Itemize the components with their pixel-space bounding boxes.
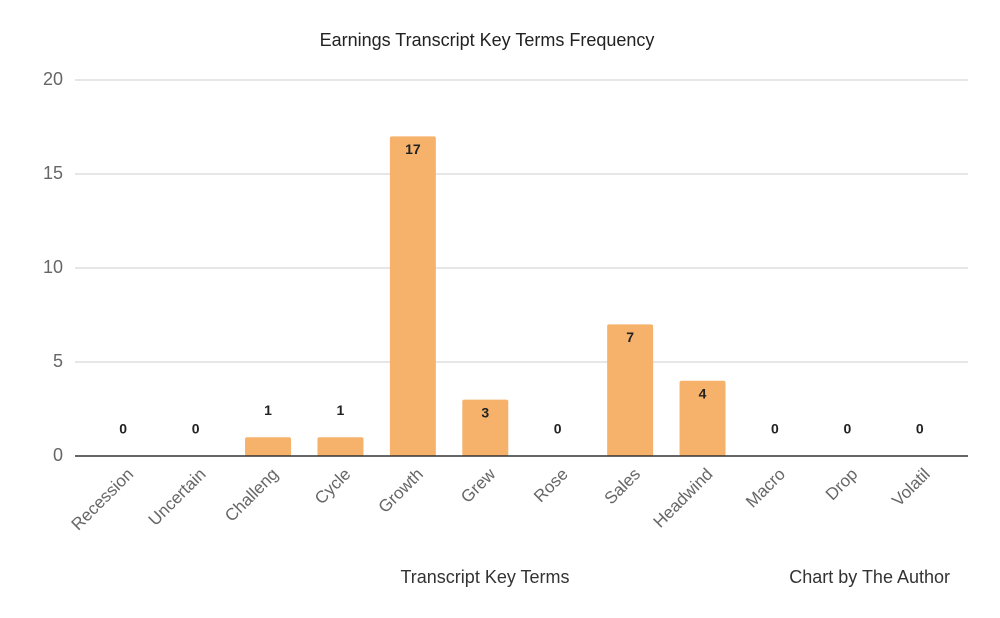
value-label: 0 <box>771 421 779 437</box>
x-tick-label: Rose <box>530 465 571 506</box>
x-tick-label: Sales <box>601 465 645 509</box>
x-tick-label: Drop <box>822 465 861 504</box>
credit: Chart by The Author <box>789 567 950 587</box>
bar <box>245 437 292 456</box>
x-tick-label: Uncertain <box>145 465 210 530</box>
value-label: 0 <box>192 421 200 437</box>
x-tick-label: Grew <box>457 464 500 507</box>
bar <box>679 380 726 456</box>
y-tick-label: 10 <box>43 257 63 277</box>
bar <box>389 136 436 456</box>
value-label: 17 <box>405 141 421 157</box>
x-tick-label: Recession <box>68 465 138 535</box>
value-label: 1 <box>337 402 345 418</box>
x-axis-title: Transcript Key Terms <box>400 567 569 587</box>
x-tick-label: Challeng <box>221 465 282 526</box>
value-label: 0 <box>843 421 851 437</box>
value-label: 0 <box>916 421 924 437</box>
bar <box>462 399 509 456</box>
value-label: 0 <box>554 421 562 437</box>
value-label: 0 <box>119 421 127 437</box>
value-label: 7 <box>626 329 634 345</box>
x-tick-label: Growth <box>375 465 427 517</box>
value-label: 3 <box>481 404 489 420</box>
x-tick-label: Headwind <box>650 465 717 532</box>
x-tick-label: Volatil <box>888 465 934 511</box>
chart-title: Earnings Transcript Key Terms Frequency <box>320 30 655 50</box>
value-label: 1 <box>264 402 272 418</box>
y-tick-label: 5 <box>53 351 63 371</box>
y-tick-label: 20 <box>43 69 63 89</box>
y-tick-label: 15 <box>43 163 63 183</box>
value-label: 4 <box>699 386 707 402</box>
x-tick-label: Cycle <box>311 465 354 508</box>
y-tick-label: 0 <box>53 445 63 465</box>
bar <box>317 437 364 456</box>
x-tick-label: Macro <box>742 465 789 512</box>
bar <box>607 324 654 456</box>
